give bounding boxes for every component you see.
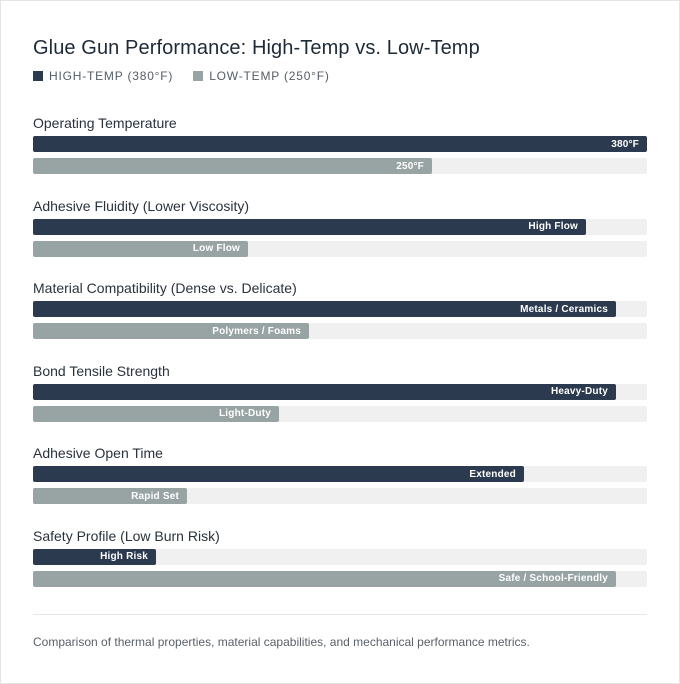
category-label: Adhesive Fluidity (Lower Viscosity) [33, 197, 250, 214]
legend-label-low-temp: LOW-TEMP (250°F) [209, 69, 330, 83]
legend-item-high-temp: HIGH-TEMP (380°F) [33, 69, 173, 83]
bar-label-high-temp: Heavy-Duty [550, 386, 608, 397]
bar-label-low-temp: 250°F [396, 160, 424, 172]
bar-track-low-temp: Light-Duty [33, 405, 647, 422]
legend-label-high-temp: HIGH-TEMP (380°F) [49, 69, 174, 83]
bar-track-low-temp: Rapid Set [33, 488, 647, 504]
bar-high-temp: Heavy-Duty [33, 383, 616, 400]
bar-track-low-temp: Polymers / Foams [33, 323, 647, 339]
bar-high-temp: High Flow [33, 218, 586, 235]
bar-label-high-temp: Metals / Ceramics [520, 303, 608, 315]
legend-swatch-low-temp [193, 71, 204, 81]
category-label: Operating Temperature [33, 115, 177, 131]
bar-track-low-temp: 250°F [33, 158, 647, 174]
bar-low-temp: Safe / School-Friendly [33, 570, 616, 587]
bar-label-low-temp: Rapid Set [131, 490, 179, 502]
bar-group: Operating Temperature 380°F 250°F [33, 115, 647, 198]
bar-label-low-temp: Safe / School-Friendly [498, 573, 608, 584]
bar-group: Adhesive Fluidity (Lower Viscosity) High … [33, 198, 647, 281]
bar-high-temp: Extended [33, 466, 524, 482]
bar-high-temp: 380°F [33, 136, 647, 152]
bar-label-high-temp: Extended [469, 468, 516, 480]
legend-swatch-high-temp [33, 71, 43, 81]
footer-divider [33, 614, 647, 615]
category-label: Bond Tensile Strength [33, 362, 170, 379]
bar-label-high-temp: 380°F [611, 138, 639, 150]
bar-track-high-temp: High Flow [33, 218, 647, 235]
bar-low-temp: Light-Duty [33, 405, 279, 422]
legend-item-low-temp: LOW-TEMP (250°F) [193, 69, 330, 83]
bar-track-low-temp: Safe / School-Friendly [33, 570, 647, 587]
bar-group: Material Compatibility (Dense vs. Delica… [33, 280, 647, 363]
bar-group: Safety Profile (Low Burn Risk) High Risk S… [33, 528, 647, 611]
bar-high-temp: High Risk [33, 548, 156, 565]
bar-low-temp: 250°F [33, 158, 432, 174]
bar-label-high-temp: High Flow [528, 221, 578, 232]
bar-label-low-temp: Polymers / Foams [212, 325, 301, 337]
bar-groups: Operating Temperature 380°F 250°F Adhesive … [33, 115, 647, 610]
bar-track-high-temp: 380°F [33, 136, 647, 152]
bar-track-high-temp: Heavy-Duty [33, 383, 647, 400]
bar-label-low-temp: Light-Duty [219, 408, 271, 419]
category-label: Material Compatibility (Dense vs. Delica… [33, 280, 297, 296]
bar-low-temp: Low Flow [33, 240, 248, 257]
bar-low-temp: Rapid Set [33, 488, 187, 504]
chart-footnote: Comparison of thermal properties, materi… [33, 635, 530, 649]
bar-group: Bond Tensile Strength Heavy-Duty Light-Dut… [33, 363, 647, 446]
category-label: Adhesive Open Time [33, 445, 163, 461]
bar-low-temp: Polymers / Foams [33, 323, 309, 339]
chart-legend: HIGH-TEMP (380°F) LOW-TEMP (250°F) [33, 69, 350, 83]
bar-group: Adhesive Open Time Extended Rapid Set [33, 445, 647, 528]
bar-track-high-temp: High Risk [33, 548, 647, 565]
bar-track-high-temp: Extended [33, 466, 647, 482]
bar-track-high-temp: Metals / Ceramics [33, 301, 647, 317]
bar-label-high-temp: High Risk [100, 551, 148, 562]
chart-title: Glue Gun Performance: High-Temp vs. Low-… [33, 37, 480, 59]
bar-track-low-temp: Low Flow [33, 240, 647, 257]
bar-high-temp: Metals / Ceramics [33, 301, 616, 317]
bar-label-low-temp: Low Flow [192, 243, 240, 254]
category-label: Safety Profile (Low Burn Risk) [33, 527, 220, 544]
